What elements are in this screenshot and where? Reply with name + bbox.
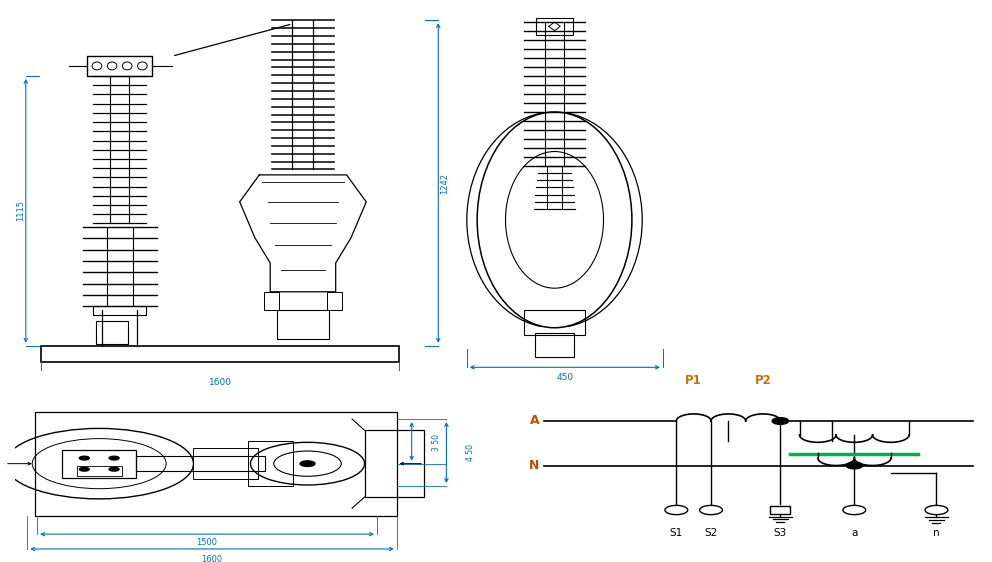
Text: S3: S3 — [774, 528, 787, 538]
Bar — [277, 310, 329, 338]
Bar — [137, 456, 266, 471]
Text: 450: 450 — [557, 373, 573, 382]
Circle shape — [109, 456, 119, 460]
Circle shape — [772, 418, 789, 424]
Text: 1115: 1115 — [16, 201, 25, 221]
Circle shape — [79, 456, 89, 460]
Text: S2: S2 — [704, 528, 717, 538]
Bar — [524, 310, 585, 335]
Bar — [62, 450, 136, 478]
Circle shape — [109, 468, 119, 471]
Text: A: A — [530, 415, 540, 428]
Bar — [77, 465, 121, 475]
Bar — [264, 292, 279, 310]
Text: N: N — [529, 459, 540, 472]
Bar — [87, 56, 153, 76]
Text: 1600: 1600 — [201, 555, 222, 562]
Text: S1: S1 — [670, 528, 682, 538]
Bar — [95, 320, 128, 344]
Text: 4 50: 4 50 — [466, 444, 475, 461]
Text: n: n — [933, 528, 939, 538]
Bar — [771, 506, 791, 514]
Bar — [537, 19, 572, 35]
Bar — [35, 412, 397, 515]
Circle shape — [846, 462, 862, 469]
Bar — [193, 448, 258, 479]
Bar — [248, 441, 293, 486]
Bar — [536, 333, 573, 356]
Bar — [93, 306, 146, 315]
Bar — [327, 292, 342, 310]
Text: 1242: 1242 — [440, 173, 449, 194]
Circle shape — [79, 468, 89, 471]
Circle shape — [300, 461, 314, 466]
Bar — [41, 346, 399, 362]
Text: a: a — [851, 528, 857, 538]
Bar — [365, 430, 425, 497]
Text: 1500: 1500 — [196, 538, 217, 547]
Text: P2: P2 — [755, 374, 772, 387]
Text: P1: P1 — [685, 374, 702, 387]
Text: 1600: 1600 — [208, 378, 231, 387]
Text: 3 50: 3 50 — [432, 434, 440, 451]
